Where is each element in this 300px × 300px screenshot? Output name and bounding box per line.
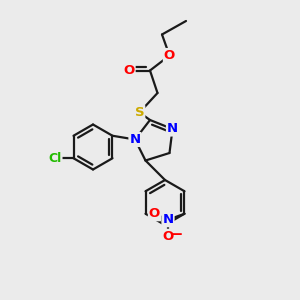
Text: −: − xyxy=(170,227,182,242)
Text: N: N xyxy=(167,122,178,136)
Text: O: O xyxy=(123,64,135,77)
Text: S: S xyxy=(135,106,144,119)
Text: O: O xyxy=(149,207,160,220)
Text: O: O xyxy=(164,49,175,62)
Text: Cl: Cl xyxy=(48,152,62,165)
Text: N: N xyxy=(162,213,173,226)
Text: N: N xyxy=(129,133,141,146)
Text: O: O xyxy=(162,230,174,243)
